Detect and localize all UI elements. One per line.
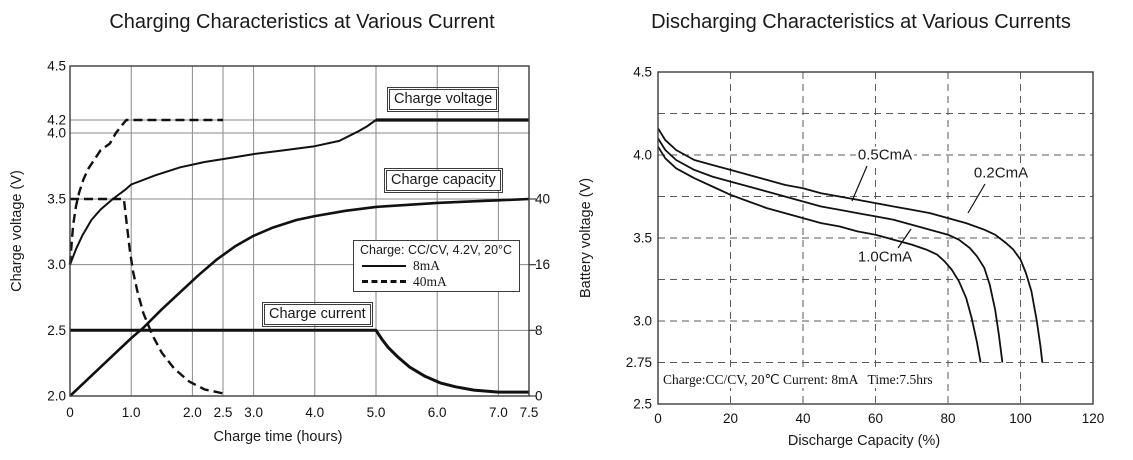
right-chart-tick-labels: 0 20 40 60 80 100 120 4.5 4.0 3.5 3.0 2.75 2.5 <box>626 65 1105 427</box>
y-tick-4.5: 4.5 <box>47 59 66 74</box>
right-chart-leader-lines <box>851 165 986 249</box>
x-tick-5.0: 5.0 <box>367 405 386 420</box>
x-tick-120: 120 <box>1082 411 1105 426</box>
legend-box: Charge: CC/CV, 4.2V, 20°C 8mA 40mA <box>353 240 520 292</box>
dashed-line-swatch <box>362 280 406 283</box>
curve-label-1.0CmA: 1.0CmA <box>855 248 915 266</box>
right-chart-border <box>657 71 1094 405</box>
right-axis-tick-8: 8 <box>535 323 543 338</box>
y-tick-2.5: 2.5 <box>633 397 652 412</box>
right-axis-tick-0: 0 <box>535 389 543 404</box>
leader-0.5cma <box>851 165 868 202</box>
series-charge-voltage-8ma <box>69 119 529 266</box>
leader-0.2cma <box>967 183 986 214</box>
x-tick-0: 0 <box>654 411 662 426</box>
x-tick-4.0: 4.0 <box>305 405 324 420</box>
y-tick-4.0: 4.0 <box>633 148 652 163</box>
series-charge-current-40ma <box>70 197 224 395</box>
series-1.0cma <box>657 146 982 363</box>
y-tick-2.75: 2.75 <box>626 355 652 370</box>
left-chart-border <box>69 65 530 397</box>
right-axis-tick-16: 16 <box>535 257 550 272</box>
legend-entry-40mA: 40mA <box>360 274 519 289</box>
curve-label-0.5CmA: 0.5CmA <box>855 146 915 164</box>
left-chart-series <box>68 118 530 397</box>
y-tick-3.0: 3.0 <box>633 314 652 329</box>
left-y-axis-label: Charge voltage (V) <box>9 170 25 292</box>
series-charge-voltage-40ma <box>68 118 223 265</box>
left-chart-title: Charging Characteristics at Various Curr… <box>109 11 495 33</box>
series-charge-current-8ma <box>70 328 529 394</box>
x-tick-0: 0 <box>66 405 74 420</box>
x-tick-40: 40 <box>795 411 810 426</box>
leader-1.0cma <box>897 228 912 249</box>
x-tick-100: 100 <box>1009 411 1032 426</box>
x-tick-20: 20 <box>723 411 738 426</box>
y-tick-4.0: 4.0 <box>47 126 66 141</box>
legend-title: Charge: CC/CV, 4.2V, 20°C <box>360 243 513 257</box>
x-tick-2.5: 2.5 <box>214 405 233 420</box>
y-tick-3.5: 3.5 <box>47 192 66 207</box>
right-chart-grid <box>658 72 1093 404</box>
curve-label-0.2CmA: 0.2CmA <box>971 164 1031 182</box>
x-tick-6.0: 6.0 <box>428 405 447 420</box>
series-charge-capacity-8ma <box>69 197 530 397</box>
x-tick-2.0: 2.0 <box>183 405 202 420</box>
x-tick-1.0: 1.0 <box>122 405 141 420</box>
left-chart: 0 1.0 2.0 2.5 3.0 4.0 5.0 6.0 7.0 7.54.54.24.03.5… <box>47 59 550 421</box>
x-tick-7.5: 7.5 <box>520 405 539 420</box>
y-tick-3.5: 3.5 <box>633 231 652 246</box>
right-axis-tick-40: 40 <box>535 192 550 207</box>
legend-entry-8mA: 8mA <box>360 258 519 273</box>
charge-current-label: Charge current <box>262 302 373 327</box>
legend-entry-label: 8mA <box>413 257 440 273</box>
right-chart-title: Discharging Characteristics at Various C… <box>651 11 1071 33</box>
y-tick-4.5: 4.5 <box>633 65 652 80</box>
legend-entry-label: 40mA <box>413 273 447 289</box>
y-tick-2.0: 2.0 <box>47 389 66 404</box>
series-0.2cma <box>657 127 1044 363</box>
y-tick-2.5: 2.5 <box>47 323 66 338</box>
solid-line-swatch <box>362 264 406 267</box>
x-tick-7.0: 7.0 <box>489 405 508 420</box>
series-0.5cma <box>657 137 1004 363</box>
x-tick-3.0: 3.0 <box>244 405 263 420</box>
left-x-axis-label: Charge time (hours) <box>213 429 343 445</box>
right-y-axis-label: Battery voltage (V) <box>578 177 594 299</box>
x-tick-80: 80 <box>940 411 955 426</box>
charge-capacity-label: Charge capacity <box>384 168 503 193</box>
left-chart-grid <box>70 66 529 396</box>
right-chart-series <box>657 127 1044 363</box>
y-tick-3.0: 3.0 <box>47 257 66 272</box>
x-tick-60: 60 <box>868 411 883 426</box>
right-chart: 0 20 40 60 80 100 120 4.5 4.0 3.5 3.0 2.75 2.5 <box>626 65 1105 427</box>
y-tick-4.2: 4.2 <box>47 113 66 128</box>
charge-voltage-label: Charge voltage <box>386 87 500 112</box>
right-x-axis-label: Discharge Capacity (%) <box>787 433 941 449</box>
left-chart-tick-labels: 0 1.0 2.0 2.5 3.0 4.0 5.0 6.0 7.0 7.54.54.24.03.5… <box>47 59 550 421</box>
discharge-conditions-annotation: Charge:CC/CV, 20℃ Current: 8mA Time:7.5h… <box>663 372 933 388</box>
